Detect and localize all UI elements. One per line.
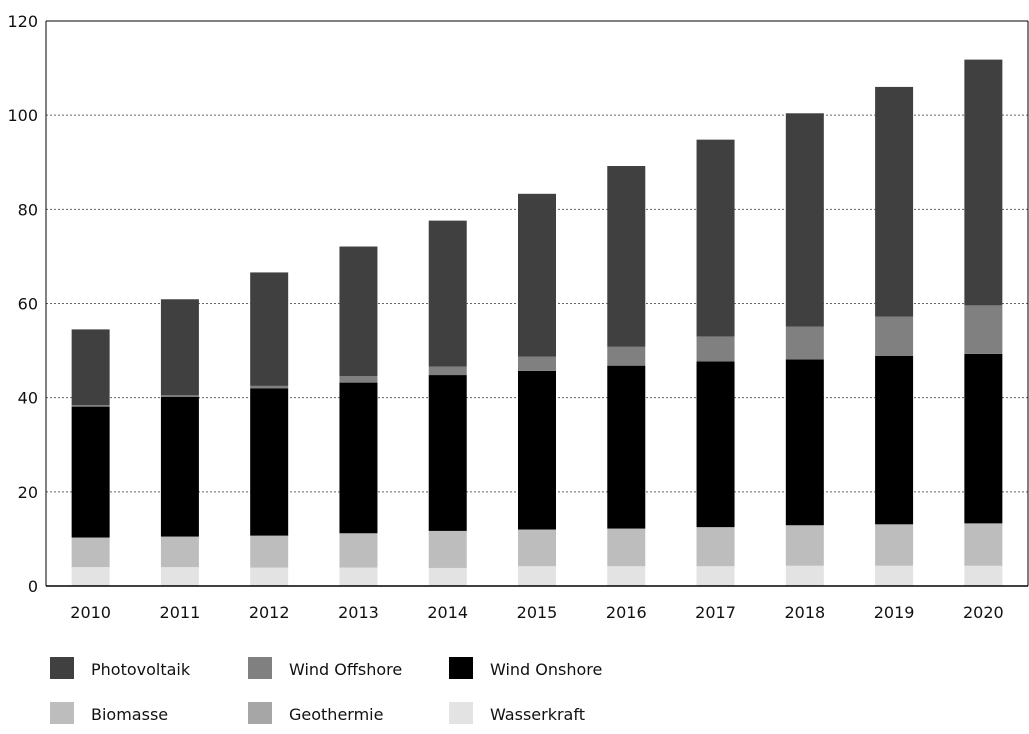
bar-segment (607, 166, 646, 347)
bar-segment (607, 566, 646, 586)
y-tick-label: 20 (18, 483, 38, 502)
bar-segment (160, 536, 199, 568)
bar-segment (785, 565, 824, 586)
bar-segment (339, 567, 378, 586)
axes: 0 20 40 60 80 100 120 2010 2011 2012 2013 2014 2015 2… (7, 12, 1029, 622)
bar-segment (518, 529, 556, 567)
legend-label: Biomasse (91, 705, 168, 724)
y-tick-label: 120 (7, 12, 38, 31)
bar-segment (339, 533, 378, 568)
y-tick-label: 0 (28, 577, 38, 596)
x-tick-label: 2019 (874, 603, 915, 622)
bar-segment (339, 382, 378, 534)
legend-label: Photovoltaik (91, 660, 191, 679)
bar-segment (250, 385, 289, 389)
bar-segment (160, 396, 199, 537)
bar-segment (428, 366, 467, 376)
x-tick-label: 2011 (160, 603, 201, 622)
bar-segment (964, 305, 1003, 354)
legend-swatch (449, 657, 473, 679)
y-tick-label: 80 (18, 200, 38, 219)
bar-segment (696, 527, 735, 567)
bar-segment (696, 361, 735, 528)
bar-segment (875, 86, 914, 317)
bar-segment (785, 359, 824, 526)
bar-segment (339, 246, 378, 377)
bars (71, 59, 1003, 586)
bar-segment (964, 565, 1003, 586)
legend-swatch (50, 702, 74, 724)
bar-segment (160, 567, 199, 586)
bar-segment (160, 395, 199, 397)
bar-segment (785, 113, 824, 327)
bar-segment (71, 329, 110, 406)
bar-segment (875, 316, 914, 356)
bar-segment (250, 388, 289, 536)
legend-swatch (449, 702, 473, 724)
bar-segment (71, 406, 110, 538)
x-tick-label: 2018 (784, 603, 825, 622)
bar-segment (607, 528, 646, 567)
bar-segment (428, 220, 467, 367)
bar-segment (785, 525, 824, 566)
x-tick-label: 2014 (427, 603, 468, 622)
y-tick-label: 100 (7, 106, 38, 125)
bar-segment (518, 370, 556, 530)
bar-segment (875, 565, 914, 586)
bar-segment (518, 566, 556, 586)
bar-segment (964, 59, 1003, 306)
y-tick-label: 40 (18, 389, 38, 408)
bar-segment (607, 365, 646, 529)
legend-swatch (248, 702, 272, 724)
legend-swatch (248, 657, 272, 679)
bar-segment (250, 272, 289, 386)
x-tick-label: 2016 (606, 603, 647, 622)
bar-segment (964, 353, 1003, 524)
x-tick-label: 2012 (249, 603, 290, 622)
legend-label: Geothermie (289, 705, 383, 724)
bar-segment (607, 346, 646, 366)
legend: Photovoltaik Wind Offshore Wind Onshore Bio… (50, 657, 602, 724)
bar-segment (339, 376, 378, 383)
bar-segment (518, 193, 556, 357)
bar-segment (428, 375, 467, 531)
bar-segment (696, 139, 735, 337)
x-tick-label: 2010 (70, 603, 111, 622)
legend-label: Wind Onshore (490, 660, 602, 679)
bar-segment (428, 566, 467, 568)
bar-segment (160, 299, 199, 396)
bar-segment (518, 356, 556, 371)
x-tick-label: 2020 (963, 603, 1004, 622)
bar-segment (428, 530, 467, 567)
y-tick-label: 60 (18, 295, 38, 314)
legend-swatch (50, 657, 74, 679)
x-tick-label: 2017 (695, 603, 736, 622)
x-tick-label: 2013 (338, 603, 379, 622)
bar-segment (964, 523, 1003, 566)
x-tick-label: 2015 (517, 603, 558, 622)
bar-segment (696, 336, 735, 362)
bar-segment (71, 567, 110, 586)
bar-segment (875, 524, 914, 566)
bar-segment (71, 405, 110, 407)
bar-segment (71, 537, 110, 568)
bar-segment (428, 567, 467, 586)
legend-label: Wasserkraft (490, 705, 585, 724)
legend-label: Wind Offshore (289, 660, 402, 679)
bar-segment (250, 535, 289, 568)
bar-segment (696, 566, 735, 586)
bar-segment (875, 355, 914, 525)
bar-segment (785, 326, 824, 360)
bar-segment (250, 567, 289, 586)
